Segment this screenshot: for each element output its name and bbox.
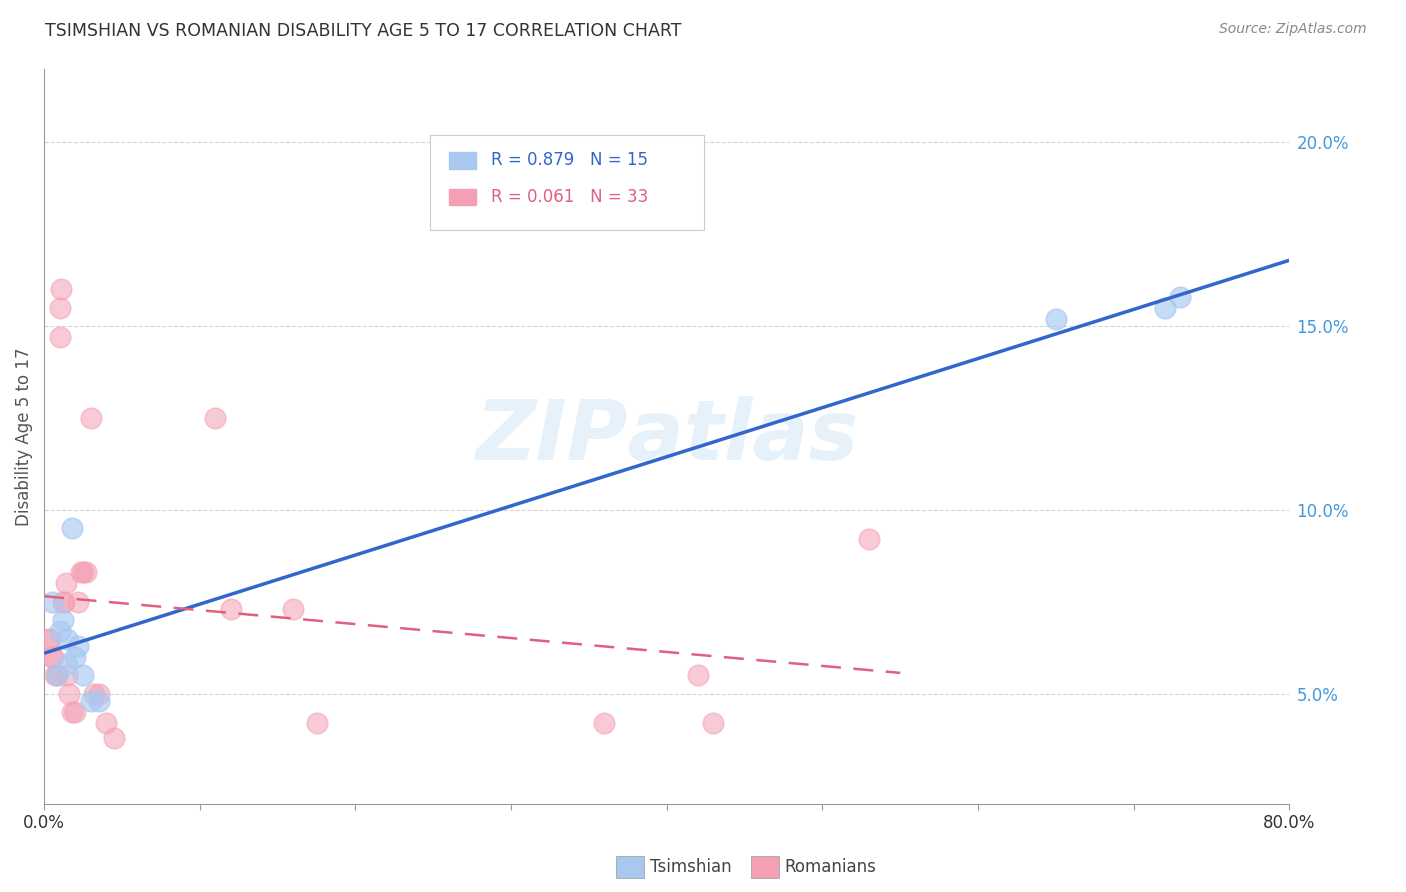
Point [70, 566, 93, 580]
Point [1045, 311, 1067, 326]
Point [96, 716, 118, 731]
Text: ZIP​atlas: ZIP​atlas [475, 396, 859, 476]
Point [305, 716, 328, 731]
Point [38, 632, 60, 646]
Text: Source: ZipAtlas.com: Source: ZipAtlas.com [1219, 22, 1367, 37]
Point [53, 595, 76, 609]
Bar [449, 189, 477, 205]
Point [219, 602, 242, 616]
Point [83, 687, 105, 701]
Point [51, 282, 73, 296]
Point [56, 632, 79, 646]
Text: Romanians: Romanians [785, 858, 876, 876]
Point [204, 410, 226, 425]
Point [45, 668, 67, 682]
Point [72, 566, 94, 580]
Point [87, 694, 110, 708]
Point [45, 668, 67, 682]
Point [48, 624, 70, 639]
Point [41, 649, 63, 664]
Point [56, 657, 79, 672]
Text: R = 0.879   N = 15: R = 0.879 N = 15 [491, 152, 648, 169]
Point [39, 632, 62, 646]
Point [48, 301, 70, 315]
Point [593, 716, 616, 731]
FancyBboxPatch shape [430, 135, 704, 230]
Point [48, 330, 70, 344]
Text: R = 0.061   N = 33: R = 0.061 N = 33 [491, 188, 648, 206]
Point [52, 595, 75, 609]
Text: TSIMSHIAN VS ROMANIAN DISABILITY AGE 5 TO 17 CORRELATION CHART: TSIMSHIAN VS ROMANIAN DISABILITY AGE 5 T… [45, 22, 682, 40]
Point [702, 716, 724, 731]
Point [60, 705, 83, 719]
Point [65, 649, 87, 664]
Point [686, 668, 709, 682]
Point [65, 705, 87, 719]
Point [1153, 301, 1175, 315]
Bar [449, 153, 477, 169]
Point [75, 566, 97, 580]
Point [52, 613, 75, 627]
Point [55, 576, 77, 591]
Point [1170, 289, 1192, 303]
Point [44, 668, 66, 682]
Point [72, 668, 94, 682]
Point [80, 694, 103, 708]
Point [67, 595, 90, 609]
Point [858, 533, 880, 547]
Y-axis label: Disability Age 5 to 17: Disability Age 5 to 17 [15, 347, 32, 525]
Point [58, 687, 80, 701]
Point [67, 639, 90, 653]
Point [56, 668, 79, 682]
Point [42, 649, 65, 664]
Point [103, 731, 125, 745]
Point [283, 602, 305, 616]
Point [41, 595, 63, 609]
Text: Tsimshian: Tsimshian [650, 858, 731, 876]
Point [87, 687, 110, 701]
Point [80, 410, 103, 425]
Point [60, 521, 83, 535]
